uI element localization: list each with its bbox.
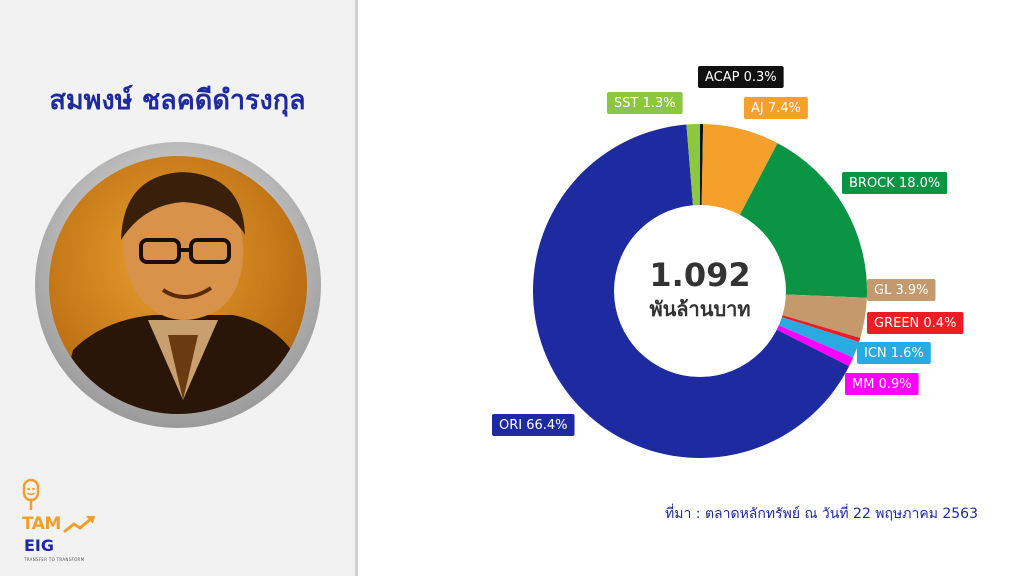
label-text-gl: GL 3.9% [874,283,928,298]
arrow-icon [63,516,95,534]
donut-chart: 1.092 พันล้านบาท ACAP 0.3% AJ 7.4% BROCK 1… [492,66,964,459]
label-box-icn [857,342,931,364]
label-box-green [867,312,964,334]
logo-tagline: TRANSFER TO TRANSFORM [24,557,85,562]
source-note: ที่มา : ตลาดหลักทรัพย์ ณ วันที่ 22 พฤษภา… [665,506,978,522]
label-text-sst: SST 1.3% [614,96,676,111]
label-gl: GL 3.9% [867,279,936,301]
portrait [35,142,321,428]
label-box-mm [845,373,919,395]
center-value: 1.092 [649,256,750,294]
person-name: สมพงษ์ ชลคดีดำรงกุล [49,85,306,116]
label-ori: ORI 66.4% [492,414,575,436]
label-box-sst [607,92,683,114]
label-box-acap [698,66,784,88]
logo-line2: EIG [24,536,55,555]
panel-divider [355,0,358,576]
center-unit: พันล้านบาท [649,297,750,321]
label-sst: SST 1.3% [607,92,683,114]
tameig-logo: TAM EIG TRANSFER TO TRANSFORM [10,478,110,568]
label-text-mm: MM 0.9% [852,377,912,392]
label-mm: MM 0.9% [845,373,919,395]
label-icn: ICN 1.6% [857,342,931,364]
label-text-brock: BROCK 18.0% [849,176,940,191]
logo-line1: TAM [22,514,61,534]
label-box-aj [744,97,808,119]
label-aj: AJ 7.4% [744,97,808,119]
label-brock: BROCK 18.0% [842,172,948,194]
label-text-aj: AJ 7.4% [751,101,801,116]
label-acap: ACAP 0.3% [698,66,784,88]
label-text-green: GREEN 0.4% [874,316,956,331]
label-text-ori: ORI 66.4% [499,418,568,433]
label-box-brock [842,172,948,194]
label-box-ori [492,414,575,436]
label-text-icn: ICN 1.6% [864,346,924,361]
label-box-gl [867,279,936,301]
microphone-icon [22,478,40,510]
label-text-acap: ACAP 0.3% [705,70,777,85]
label-green: GREEN 0.4% [867,312,964,334]
donut-hole [614,205,786,377]
